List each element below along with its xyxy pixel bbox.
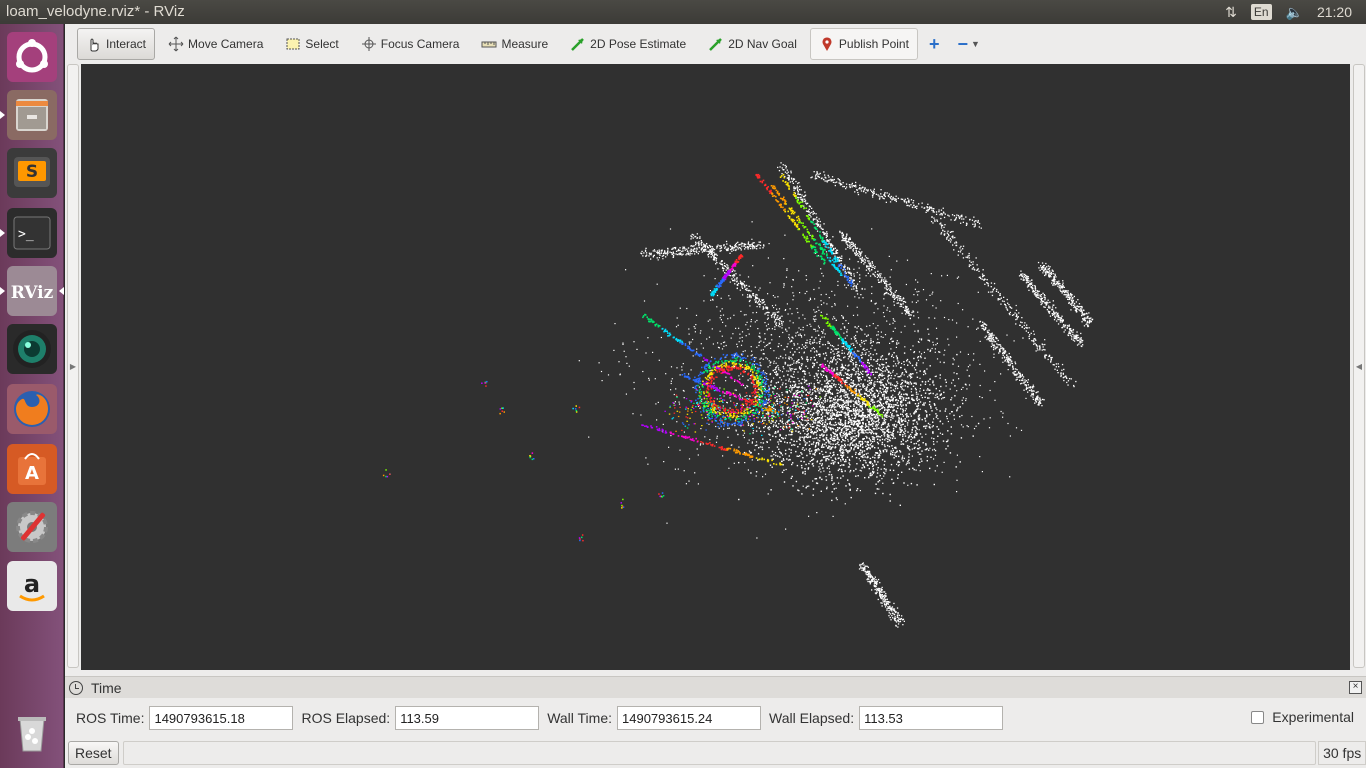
wall-elapsed-label: Wall Elapsed: [769,710,855,726]
point-cloud [382,162,1094,628]
wall-time-label: Wall Time: [547,710,613,726]
chevron-down-icon: ▼ [970,39,980,49]
ruler-icon [481,36,497,52]
plus-icon: + [928,33,940,54]
move-camera-tool-button[interactable]: Move Camera [159,28,272,60]
select-label: Select [305,37,339,51]
map-pin-icon [819,36,835,52]
wall-time-field[interactable] [617,706,762,730]
svg-text:RViz: RViz [11,283,54,303]
window-title: loam_velodyne.rviz* - RViz [6,3,185,20]
hand-pointer-icon [86,36,102,52]
add-tool-button[interactable]: + [922,28,947,60]
crosshair-icon [361,36,377,52]
launcher: S >_ RViz A a [0,24,64,768]
move-arrows-icon [168,36,184,52]
nav-goal-label: 2D Nav Goal [728,37,797,51]
keyboard-layout-indicator[interactable]: En [1250,4,1272,20]
clock[interactable]: 21:20 [1316,4,1352,20]
interact-tool-button[interactable]: Interact [77,28,156,60]
keyboard-layout-label: En [1250,4,1272,20]
minus-icon: − [957,33,968,54]
remove-tool-button[interactable]: − ▼ [950,28,986,60]
viewport-frame: ▶ ◀ [65,64,1366,672]
wall-elapsed-field[interactable] [859,706,1004,730]
ros-time-field[interactable] [149,706,294,730]
time-panel-title: Time [91,679,122,696]
terminal-icon[interactable]: >_ [7,208,57,258]
trash-icon[interactable] [7,708,57,758]
ubuntu-logo-icon[interactable] [7,32,57,82]
system-tray: ⇅ En 🔈 21:20 [1225,0,1366,24]
svg-text:a: a [24,570,40,598]
settings-wrench-icon[interactable] [7,502,57,552]
measure-label: Measure [501,37,549,51]
experimental-label: Experimental [1272,709,1354,725]
measure-tool-button[interactable]: Measure [472,28,557,60]
nav-goal-tool-button[interactable]: 2D Nav Goal [699,28,806,60]
top-panel: loam_velodyne.rviz* - RViz ⇅ En 🔈 21:20 [0,0,1366,24]
right-dock-collapse-handle[interactable]: ◀ [1353,64,1365,668]
focus-camera-label: Focus Camera [380,37,460,51]
left-dock-collapse-handle[interactable]: ▶ [67,64,79,668]
green-arrow-icon [708,36,724,52]
selection-box-icon [285,36,301,52]
tool-bar: Interact Move Camera Select Focus Camera… [65,24,1366,64]
3d-viewport[interactable] [81,64,1350,670]
move-camera-label: Move Camera [188,37,264,51]
status-bar: Reset 30 fps [65,738,1366,768]
svg-text:S: S [26,162,38,182]
time-panel: ROS Time: ROS Elapsed: Wall Time: Wall E… [65,702,1366,734]
close-icon[interactable]: × [1349,681,1362,694]
publish-point-tool-button[interactable]: Publish Point [809,28,918,60]
firefox-icon[interactable] [7,384,57,434]
camera-lens-icon[interactable] [7,324,57,374]
experimental-checkbox[interactable] [1251,710,1265,724]
green-arrow-icon [570,36,586,52]
status-message-area [122,741,1317,765]
pose-estimate-label: 2D Pose Estimate [590,37,687,51]
amazon-icon[interactable]: a [7,561,57,611]
pose-estimate-tool-button[interactable]: 2D Pose Estimate [561,28,695,60]
time-panel-header: Time × [65,676,1366,698]
interact-label: Interact [106,37,147,51]
focus-camera-tool-button[interactable]: Focus Camera [352,28,469,60]
ros-elapsed-label: ROS Elapsed: [301,710,391,726]
svg-text:A: A [25,463,39,484]
select-tool-button[interactable]: Select [276,28,347,60]
ros-elapsed-field[interactable] [395,706,540,730]
network-icon[interactable]: ⇅ [1225,3,1237,20]
software-center-icon[interactable]: A [7,444,57,494]
publish-point-label: Publish Point [838,37,909,51]
file-cabinet-icon[interactable] [7,90,57,140]
rviz-window: Interact Move Camera Select Focus Camera… [65,24,1366,768]
svg-text:>_: >_ [18,227,34,242]
fps-readout: 30 fps [1318,741,1366,765]
clock-icon [69,680,83,695]
reset-button[interactable]: Reset [68,741,119,765]
sublime-text-icon[interactable]: S [7,148,57,198]
rviz-icon[interactable]: RViz [7,266,57,316]
volume-icon[interactable]: 🔈 [1285,3,1303,20]
ros-time-label: ROS Time: [76,710,145,726]
experimental-option[interactable]: Experimental [1251,709,1354,725]
